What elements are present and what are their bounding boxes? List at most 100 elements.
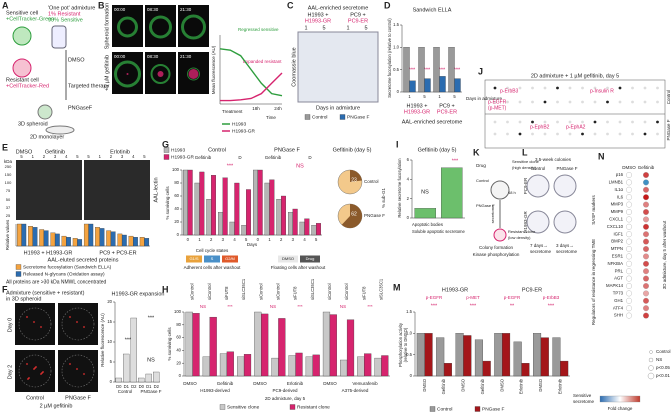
label: 00:00 [114,54,126,59]
x-tick-label: 1 [268,237,271,242]
x-tick-label: 1 [408,94,411,99]
spot [643,120,647,124]
bar [455,333,464,377]
dot [626,290,632,297]
gene-label: IL1α [615,187,624,192]
dot [626,216,632,223]
x-tick-label: DMSO [461,378,466,391]
spot [581,100,584,104]
y-tick-label: 15 [107,319,112,324]
label: % sub-G1 [381,188,386,209]
bar [218,212,223,236]
label: Gefitinib (day 5) [418,147,457,153]
label: Expanded resistant [243,59,282,64]
bar [222,177,228,236]
x-tick-label: 4 [65,154,68,159]
bar [77,239,83,247]
label: *** [227,163,234,169]
label: Drug [306,256,315,261]
bar [229,221,235,236]
spot [643,86,647,90]
gene-label: MAPK14 [606,283,624,288]
bar [416,333,425,377]
dot [626,246,632,252]
dot [626,275,632,282]
label: PNGaseF [68,105,93,111]
y-tick-label: 0 [179,373,182,378]
label: DMSO [323,381,337,386]
x-tick-label: Apoptotic bodies [412,222,443,227]
bar [187,169,193,236]
label: NS [200,304,206,309]
decoration [297,31,379,103]
label: p-EGFR [488,99,507,105]
label: p<0.01 [656,373,670,378]
gene-label: PRL [615,268,624,273]
y-tick-label: 0.5 [393,67,399,72]
bar [123,353,130,383]
label: (high density) [512,165,537,170]
dot [643,312,649,319]
y-tick-label: 100 [174,309,182,314]
spot [581,120,584,124]
well [526,174,550,198]
label: p-ErbB3 [500,88,519,94]
label: 'One pot' admixture [48,5,95,11]
label: H1993-GR [523,210,528,232]
label: 2D monolayer [30,134,64,140]
legend-label: PNGase F [347,114,369,120]
bar [211,175,216,236]
spot [656,132,659,136]
bar [54,233,60,247]
label: Gefitinib (day 5) [333,147,372,153]
image [58,350,98,392]
image [15,350,55,392]
bar [72,238,78,247]
spheroid [150,64,171,84]
bar [409,80,416,93]
dot [626,238,632,245]
dot [643,253,649,260]
dot [626,172,632,178]
decoration [16,160,82,220]
legend-label: Control [312,114,327,120]
label: *** [548,303,555,309]
label: Sensitive cell [6,10,38,16]
spot [656,86,659,90]
pie-slice [350,170,362,182]
dot [626,231,632,238]
gene-label: NFKBIA [607,261,623,266]
label: Control [118,389,133,394]
x-tick-label: Erlotinib [519,378,524,394]
y-tick-label: 100 [172,167,180,172]
bar [115,377,122,383]
spheroid [61,354,95,388]
panel-letter: B [98,0,105,10]
resistant-cells [35,366,37,368]
label: PC9-ER [522,287,542,293]
bar [305,356,313,377]
spot [493,100,497,104]
x-tick-label: 1 [198,237,201,242]
label: kDa [4,159,12,164]
label: DMSO [253,381,267,386]
spot [531,86,534,90]
dot [626,223,632,230]
label: Days in admixture [466,96,503,101]
spot [618,86,622,90]
y-tick-label: 60 [174,193,179,198]
gene-label: BMP2 [611,239,623,244]
legend-label: Resistant clone [297,404,330,410]
spot [618,132,622,136]
label: p-Insulin R [590,88,614,94]
x-tick-label: DMSO [499,378,504,391]
decoration [84,160,150,220]
x-tick-label: 5 [143,154,146,159]
spot [506,120,509,124]
spot [568,86,572,90]
label: Sensitive [573,393,592,398]
legend-dot [648,357,654,363]
label: PNGase F [556,166,577,171]
label: 3.5-week colonies [535,157,572,162]
label: 5 [364,25,367,31]
